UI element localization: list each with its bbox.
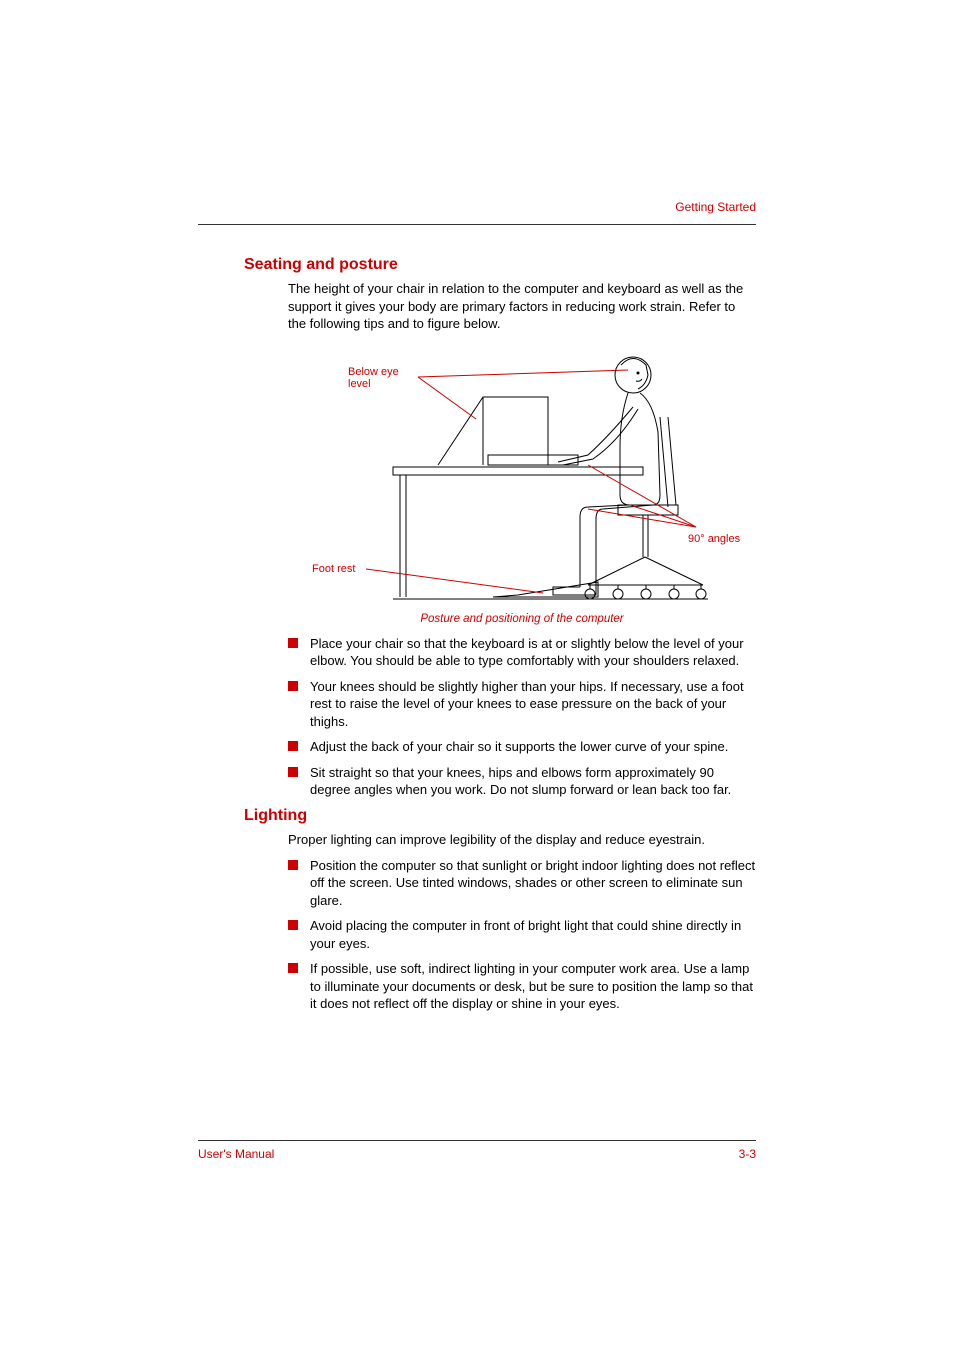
square-bullet-icon xyxy=(288,681,298,691)
list-item-text: Place your chair so that the keyboard is… xyxy=(310,636,744,669)
header-chapter-label: Getting Started xyxy=(675,200,756,214)
footer-page-number: 3-3 xyxy=(739,1147,756,1161)
list-item-text: Position the computer so that sunlight o… xyxy=(310,858,755,908)
list-item: Your knees should be slightly higher tha… xyxy=(288,678,756,731)
footer-row: User's Manual 3-3 xyxy=(198,1147,756,1161)
heading-seating: Seating and posture xyxy=(244,256,756,274)
square-bullet-icon xyxy=(288,638,298,648)
square-bullet-icon xyxy=(288,741,298,751)
list-item: Avoid placing the computer in front of b… xyxy=(288,917,756,952)
paragraph-seating-intro: The height of your chair in relation to … xyxy=(288,280,756,333)
header-rule xyxy=(198,224,756,225)
list-item: If possible, use soft, indirect lighting… xyxy=(288,960,756,1013)
figure-posture: Below eye level xyxy=(288,347,756,607)
list-item-text: Adjust the back of your chair so it supp… xyxy=(310,739,728,754)
label-below-eye-1: Below eye xyxy=(348,366,399,378)
content-area: Seating and posture The height of your c… xyxy=(198,248,756,1021)
label-angles: 90° angles xyxy=(688,533,741,545)
square-bullet-icon xyxy=(288,860,298,870)
list-item-text: Avoid placing the computer in front of b… xyxy=(310,918,741,951)
list-item: Position the computer so that sunlight o… xyxy=(288,857,756,910)
list-item: Sit straight so that your knees, hips an… xyxy=(288,764,756,799)
figure-caption: Posture and positioning of the computer xyxy=(288,613,756,625)
list-item: Adjust the back of your chair so it supp… xyxy=(288,738,756,756)
page-body: Getting Started Seating and posture The … xyxy=(198,200,756,1181)
list-item-text: Your knees should be slightly higher tha… xyxy=(310,679,744,729)
list-item: Place your chair so that the keyboard is… xyxy=(288,635,756,670)
page-footer: User's Manual 3-3 xyxy=(198,1140,756,1161)
list-item-text: Sit straight so that your knees, hips an… xyxy=(310,765,731,798)
square-bullet-icon xyxy=(288,963,298,973)
square-bullet-icon xyxy=(288,920,298,930)
footer-rule xyxy=(198,1140,756,1141)
posture-diagram-svg: Below eye level xyxy=(288,347,748,607)
list-seating: Place your chair so that the keyboard is… xyxy=(288,635,756,799)
label-foot-rest: Foot rest xyxy=(312,563,355,575)
heading-lighting: Lighting xyxy=(244,807,756,825)
footer-manual-label: User's Manual xyxy=(198,1147,274,1161)
list-lighting: Position the computer so that sunlight o… xyxy=(288,857,756,1013)
paragraph-lighting-intro: Proper lighting can improve legibility o… xyxy=(288,831,756,849)
square-bullet-icon xyxy=(288,767,298,777)
label-below-eye-2: level xyxy=(348,378,371,390)
list-item-text: If possible, use soft, indirect lighting… xyxy=(310,961,753,1011)
